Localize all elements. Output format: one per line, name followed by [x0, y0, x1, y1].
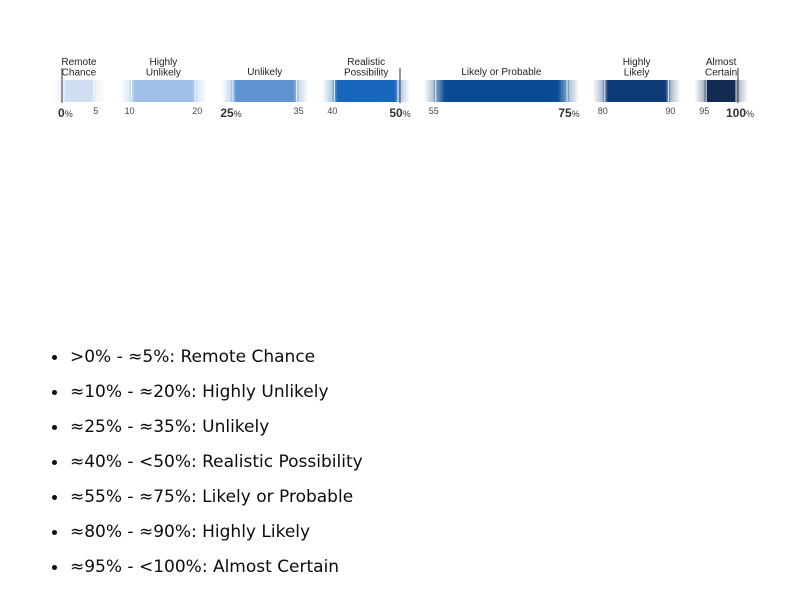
tick-label: 10: [125, 106, 135, 116]
yardstick-ticks: 0% 5 10 20 25% 35 40 50% 55 75% 80 90 95 100%: [58, 68, 754, 120]
band-remote-chance: [62, 80, 96, 102]
band-label: Realistic Possibility: [344, 57, 388, 79]
probability-yardstick: Remote Chance Highly Unlikely Unlikely Realis…: [52, 57, 754, 120]
list-item: ≈40% - <50%: Realistic Possibility: [68, 450, 363, 475]
yardstick-labels: Remote Chance Highly Unlikely Unlikely Realis…: [61, 57, 737, 79]
tick-label: 80: [598, 106, 608, 116]
tick-label: 5: [93, 106, 98, 116]
band-label: Likely or Probable: [461, 67, 541, 78]
tick-label: 40: [327, 106, 337, 116]
band-highly-likely: [602, 80, 671, 102]
probability-list: >0% - ≈5%: Remote Chance ≈10% - ≈20%: Hi…: [48, 345, 363, 590]
band-label: Almost Certain: [705, 57, 737, 79]
band-label: Unlikely: [247, 67, 282, 78]
band-almost-certain: [704, 80, 738, 102]
tick-label: 90: [665, 106, 675, 116]
band-label: Highly Likely: [623, 57, 651, 79]
tick-label: 35: [294, 106, 304, 116]
tick-label: 20: [192, 106, 202, 116]
list-item: ≈55% - ≈75%: Likely or Probable: [68, 485, 363, 510]
band-likely-or-probable: [433, 80, 569, 102]
list-item: ≈95% - <100%: Almost Certain: [68, 555, 363, 580]
tick-label: 50%: [389, 106, 410, 120]
band-unlikely: [231, 80, 299, 102]
tick-label: 95: [699, 106, 709, 116]
band-realistic-possibility: [332, 80, 400, 102]
tick-label: 100%: [726, 106, 754, 120]
list-item: >0% - ≈5%: Remote Chance: [68, 345, 363, 370]
yardstick-bands: [52, 80, 748, 102]
list-item: ≈25% - ≈35%: Unlikely: [68, 415, 363, 440]
tick-label: 55: [429, 106, 439, 116]
tick-label: 75%: [558, 106, 579, 120]
list-item: ≈10% - ≈20%: Highly Unlikely: [68, 380, 363, 405]
tick-label: 0%: [58, 106, 73, 120]
tick-label: 25%: [220, 106, 241, 120]
list-item: ≈80% - ≈90%: Highly Likely: [68, 520, 363, 545]
band-label: Remote Chance: [61, 57, 96, 79]
yardstick-separators: [63, 80, 737, 102]
band-highly-unlikely: [129, 80, 198, 102]
band-label: Highly Unlikely: [146, 57, 181, 79]
